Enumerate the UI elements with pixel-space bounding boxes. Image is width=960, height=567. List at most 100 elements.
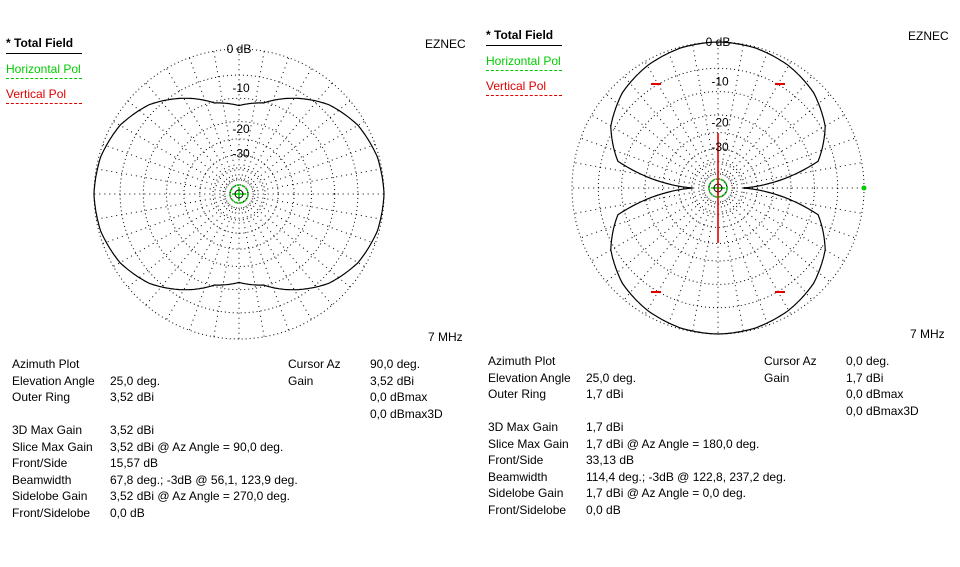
info-label: Sidelobe Gain — [488, 486, 564, 500]
info-value: 1,7 dBi — [846, 370, 884, 385]
legend-horizontal-pol[interactable]: Horizontal Pol — [486, 54, 561, 68]
grid-spoke — [247, 168, 382, 193]
grid-spoke — [692, 44, 717, 180]
plot-panel-1: * Total Field Horizontal Pol Vertical Po… — [0, 0, 480, 537]
grid-ring — [166, 121, 312, 267]
cursor-marker — [861, 185, 867, 191]
info-label: Azimuth Plot — [12, 357, 80, 371]
info-value: 3,52 dBi — [110, 390, 155, 404]
info-value: 25,0 deg. — [110, 373, 161, 388]
total-field-pattern — [610, 41, 826, 335]
horizontal-pol-pattern — [229, 184, 249, 204]
info-label: Cursor Az — [288, 357, 341, 371]
grid-spoke — [726, 137, 856, 186]
grid-spoke — [242, 68, 312, 187]
ring-label: -30 — [232, 146, 250, 160]
grid-spoke — [723, 194, 813, 301]
grid-spoke — [247, 196, 376, 245]
grid-spoke — [166, 201, 236, 320]
info-label: Elevation Angle — [488, 370, 571, 385]
grid-spoke — [102, 196, 231, 245]
grid-spoke — [721, 195, 792, 315]
legend-horizontal-pol[interactable]: Horizontal Pol — [6, 62, 81, 76]
grid-spoke — [113, 121, 232, 191]
grid-spoke — [113, 197, 232, 267]
legend-vertical-pol[interactable]: Vertical Pol — [486, 79, 547, 93]
grid-spoke — [245, 100, 351, 189]
info-value: 0,0 dB — [110, 505, 145, 520]
ring-label: 0 dB — [227, 42, 252, 56]
info-label: Slice Max Gain — [12, 439, 93, 454]
legend-total-field[interactable]: * Total Field — [6, 36, 74, 50]
grid-spoke — [667, 50, 716, 180]
grid-spoke — [623, 75, 713, 182]
info-value: 0,0 deg. — [846, 354, 890, 368]
info-label: Azimuth Plot — [488, 354, 556, 368]
frequency-label: 7 MHz — [910, 327, 945, 341]
info-value: 1,7 dBi @ Az Angle = 180,0 deg. — [586, 436, 760, 451]
info-value: 0,0 dBmax3D — [370, 406, 443, 421]
brand-label: EZNEC — [908, 29, 949, 43]
polar-plot[interactable]: 0 dB -10 -20 -30 — [0, 0, 480, 350]
info-value: 0,0 dBmax — [370, 390, 428, 404]
brand-label: EZNEC — [425, 37, 466, 51]
legend-vertical-line — [6, 103, 82, 104]
legend-vertical-pol[interactable]: Vertical Pol — [6, 87, 67, 101]
grid-spoke — [242, 201, 312, 320]
frequency-label: 7 MHz — [428, 330, 463, 344]
grid-ring — [212, 167, 266, 221]
grid-spoke — [127, 100, 233, 189]
ring-label: 0 dB — [706, 35, 731, 49]
grid-spoke — [240, 51, 265, 186]
polar-plot[interactable]: 0 dB -10 -20 -30 — [480, 0, 960, 350]
ring-label: -10 — [232, 81, 250, 95]
info-panel: Azimuth Plot Elevation Angle 25,0 deg. Oute… — [12, 357, 472, 537]
info-label: Gain — [288, 373, 314, 388]
grid-spoke — [591, 114, 711, 185]
grid-spoke — [644, 61, 715, 181]
grid-spoke — [605, 93, 712, 183]
info-panel: Azimuth Plot Elevation Angle 25,0 deg. Oute… — [488, 354, 948, 534]
info-label: Cursor Az — [764, 354, 817, 368]
info-value: 0,0 dBmax3D — [846, 403, 919, 418]
grid-spoke — [724, 93, 831, 183]
center-ring — [234, 189, 244, 199]
grid-spoke — [644, 195, 715, 315]
grid-spoke — [605, 193, 712, 283]
grid-spoke — [240, 202, 265, 337]
grid-ring — [621, 91, 815, 285]
info-value: 67,8 deg.; -3dB @ 56,1, 123,9 deg. — [110, 472, 298, 487]
grid-spoke — [246, 197, 365, 267]
legend-horizontal-line — [6, 78, 82, 79]
grid-spoke — [580, 190, 710, 239]
ring-label: -30 — [711, 140, 729, 154]
info-label: Front/Sidelobe — [488, 502, 567, 517]
ring-label: -20 — [711, 115, 729, 129]
info-value: 3,52 dBi — [110, 423, 155, 437]
info-label: Outer Ring — [488, 387, 547, 401]
ring-label: -20 — [232, 122, 250, 136]
info-label: Front/Sidelobe — [12, 505, 91, 520]
info-label: 3D Max Gain — [12, 423, 83, 437]
legend-total-field[interactable]: * Total Field — [486, 28, 554, 42]
info-label: 3D Max Gain — [488, 420, 559, 434]
info-value: 25,0 deg. — [586, 370, 637, 385]
grid-ring — [183, 138, 295, 250]
grid-spoke — [102, 143, 231, 192]
info-value: 1,7 dBi — [586, 387, 624, 401]
info-label: Front/Side — [488, 453, 544, 467]
grid-spoke — [719, 44, 744, 180]
info-value: 0,0 dBmax — [846, 387, 904, 401]
legend-horizontal-line — [486, 70, 562, 71]
info-value: 0,0 dB — [586, 502, 621, 517]
grid-ring — [644, 114, 792, 262]
info-label: Slice Max Gain — [488, 436, 569, 451]
grid-spoke — [725, 114, 845, 185]
grid-spoke — [726, 190, 856, 239]
legend-total-line — [486, 45, 562, 46]
grid-spoke — [623, 194, 713, 301]
grid-spoke — [241, 202, 290, 331]
grid-spoke — [725, 191, 845, 262]
info-label: Gain — [764, 370, 790, 385]
grid-ring — [662, 132, 774, 244]
